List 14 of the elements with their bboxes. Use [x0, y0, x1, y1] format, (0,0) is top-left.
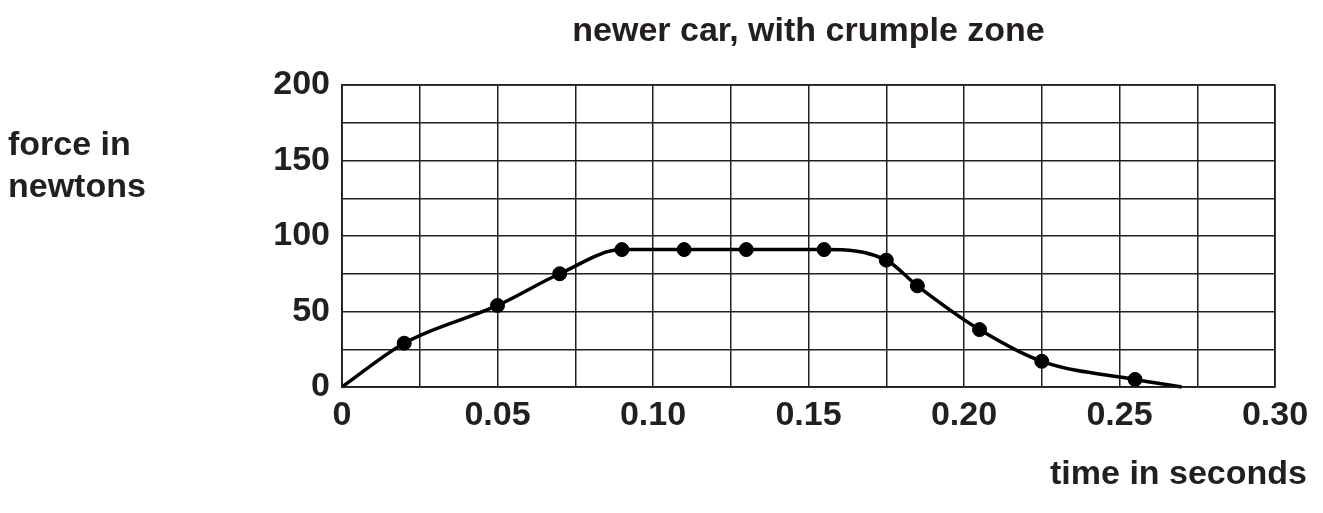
- y-tick-label: 50: [292, 289, 330, 328]
- chart-title: newer car, with crumple zone: [571, 10, 1046, 49]
- y-tick-label: 0: [311, 365, 330, 404]
- x-tick-label: 0.15: [775, 393, 842, 432]
- y-tick-label: 100: [273, 214, 330, 253]
- x-tick-label: 0.30: [1241, 393, 1309, 432]
- x-tick-label: 0.10: [619, 393, 687, 432]
- x-tick-label: 0.05: [464, 393, 531, 432]
- x-axis-title: time in seconds: [1050, 453, 1307, 492]
- x-tick-label: 0.20: [930, 393, 998, 432]
- y-tick-label: 150: [273, 138, 330, 177]
- y-axis-title: force in newtons: [8, 123, 146, 206]
- x-tick-label: 0.25: [1086, 393, 1153, 432]
- y-tick-label: 200: [273, 63, 330, 102]
